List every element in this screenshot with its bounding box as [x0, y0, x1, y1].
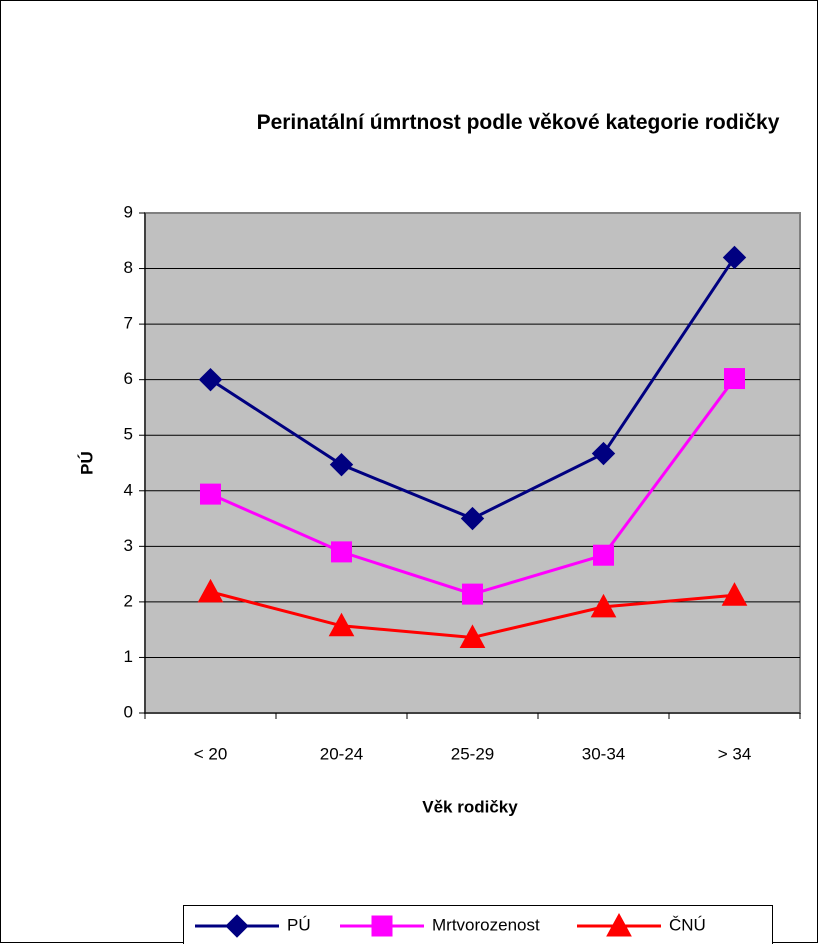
marker	[722, 245, 747, 270]
legend-label: ČNÚ	[669, 915, 706, 934]
x-tick-label: > 34	[718, 744, 752, 763]
marker	[724, 368, 745, 390]
marker	[460, 506, 485, 531]
y-tick-label: 9	[124, 202, 133, 221]
x-tick-label: < 20	[194, 744, 228, 763]
legend-label: Mrtvorozenost	[432, 915, 540, 934]
y-tick-label: 3	[124, 536, 133, 555]
y-tick-label: 2	[124, 591, 133, 610]
x-axis-label: Věk rodičky	[422, 797, 518, 816]
marker	[225, 914, 249, 938]
marker	[459, 624, 486, 648]
y-tick-label: 0	[124, 702, 133, 721]
marker	[371, 915, 393, 937]
x-tick-label: 20-24	[320, 744, 363, 763]
legend-box	[183, 905, 773, 944]
y-tick-label: 4	[124, 480, 133, 499]
x-tick-label: 30-34	[582, 744, 625, 763]
marker	[462, 583, 483, 605]
legend-label: PÚ	[287, 915, 311, 934]
marker	[328, 612, 355, 637]
chart-title: Perinatální úmrtnost podle věkové katego…	[256, 111, 780, 134]
marker	[721, 582, 748, 606]
marker	[200, 483, 221, 505]
marker	[606, 912, 632, 937]
marker	[590, 593, 617, 618]
y-tick-label: 6	[124, 369, 133, 388]
x-tick-label: 25-29	[451, 744, 494, 763]
y-tick-label: 7	[124, 314, 133, 333]
marker	[197, 578, 224, 603]
y-tick-label: 8	[124, 258, 133, 277]
y-tick-label: 1	[124, 647, 133, 666]
y-tick-label: 5	[124, 425, 133, 444]
marker	[593, 544, 614, 566]
y-axis-label: PÚ	[77, 451, 96, 475]
marker	[198, 367, 223, 392]
marker	[331, 541, 352, 563]
marker	[591, 441, 616, 466]
marker	[329, 452, 354, 477]
